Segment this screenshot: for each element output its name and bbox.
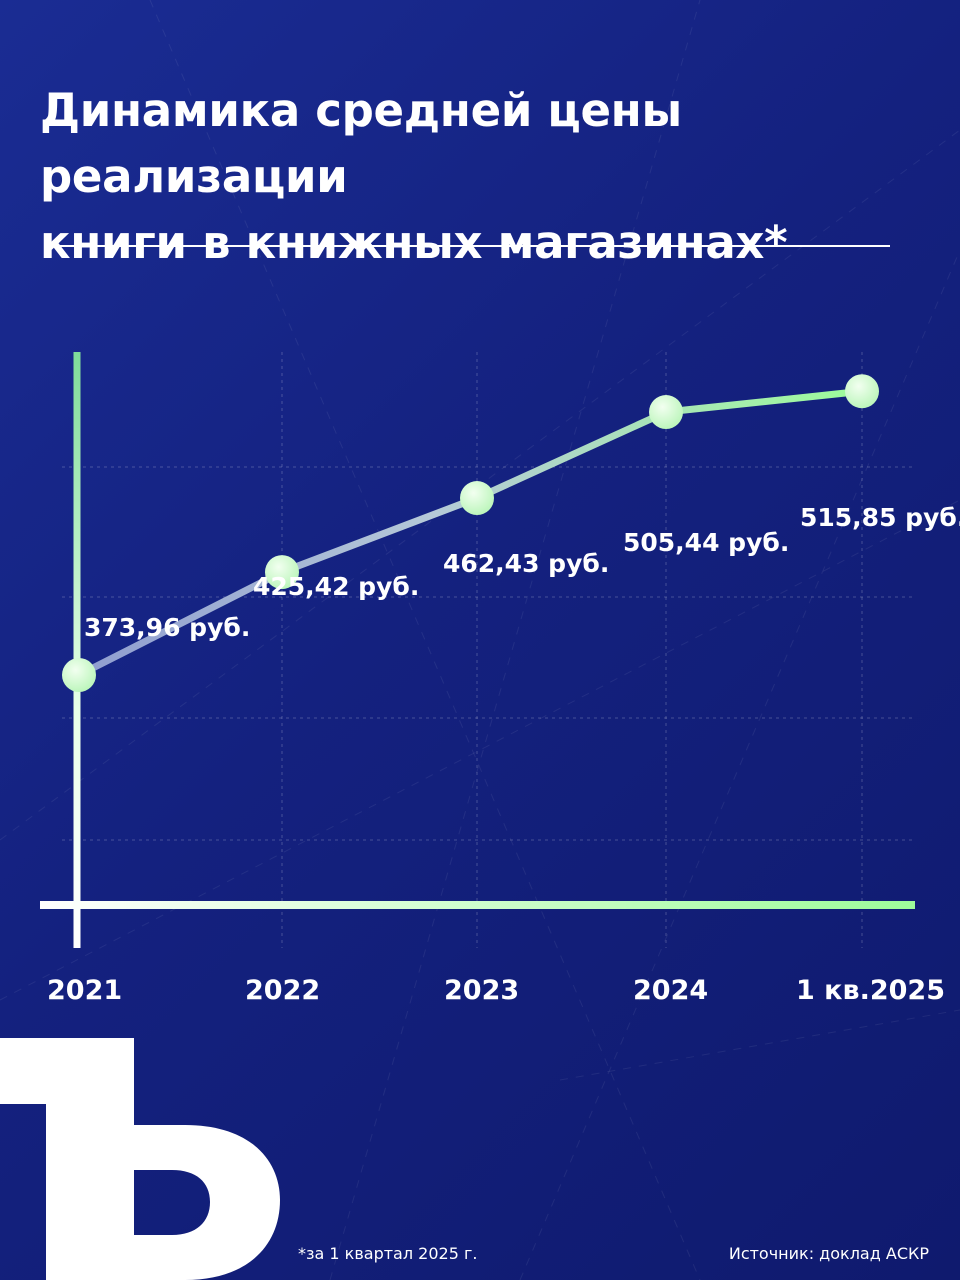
data-point-marker	[845, 374, 879, 409]
x-tick-label: 2024	[633, 975, 708, 1006]
title-divider	[52, 245, 890, 247]
data-label: 373,96 руб.	[84, 613, 250, 642]
data-label: 515,85 руб.	[800, 503, 960, 532]
data-point-marker	[460, 481, 494, 516]
x-tick-label: 2023	[444, 975, 519, 1006]
kommersant-hard-sign-logo-icon	[0, 1038, 280, 1280]
data-point-marker	[649, 395, 683, 430]
data-point-marker	[265, 555, 299, 590]
x-tick-label: 2021	[47, 975, 122, 1006]
data-label: 505,44 руб.	[623, 528, 789, 557]
title-line-2: книги в книжных магазинах*	[40, 216, 788, 269]
footnote: *за 1 квартал 2025 г.	[298, 1244, 478, 1263]
title-line-1: Динамика средней цены реализации	[40, 84, 682, 203]
page-title: Динамика средней цены реализации книги в…	[40, 78, 940, 276]
source-note: Источник: доклад АСКР	[728, 1244, 929, 1263]
data-label: 462,43 руб.	[443, 549, 609, 578]
data-point-marker	[62, 658, 96, 692]
data-label: 425,42 руб.	[253, 572, 419, 601]
chart-grid	[62, 352, 915, 948]
x-tick-label: 1 кв.2025	[796, 975, 945, 1006]
price-line-chart: 373,96 руб.425,42 руб. 462,43 руб. 505,44 …	[40, 352, 960, 1006]
x-tick-label: 2022	[245, 975, 320, 1006]
